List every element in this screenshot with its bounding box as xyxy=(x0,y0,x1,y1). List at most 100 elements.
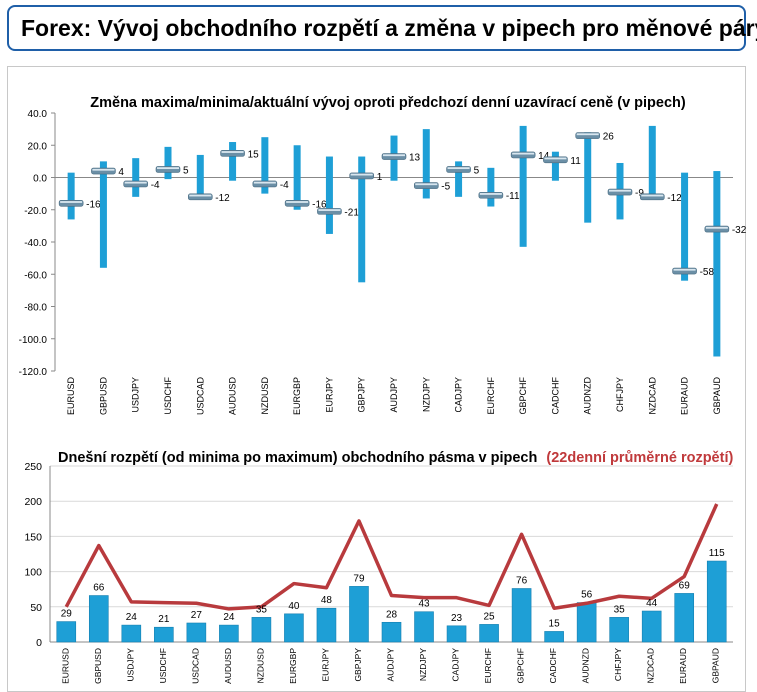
top-category-label: GBPUSD xyxy=(98,377,108,416)
bottom-bar xyxy=(706,560,727,643)
bottom-value-label: 44 xyxy=(646,598,658,609)
top-category-label: GBPJPY xyxy=(357,377,367,413)
top-category-label: AUDJPY xyxy=(389,377,399,413)
bottom-y-tick-label: 250 xyxy=(24,461,42,473)
bottom-value-label: 76 xyxy=(516,575,528,586)
bottom-category-label: NZDUSD xyxy=(255,648,265,683)
top-y-tick-label: 20.0 xyxy=(28,141,48,152)
bottom-category-label: USDCHF xyxy=(158,648,168,683)
top-current-marker-highlight xyxy=(479,193,502,195)
bottom-bar xyxy=(186,622,207,643)
bottom-y-tick-label: 0 xyxy=(36,637,42,649)
top-y-tick-label: -60.0 xyxy=(24,270,47,281)
bottom-bar xyxy=(219,624,239,643)
bottom-value-label: 28 xyxy=(386,609,398,620)
top-category-label: USDCAD xyxy=(195,377,205,416)
top-chart-title: Změna maxima/minima/aktuální vývoj oprot… xyxy=(90,95,686,111)
top-current-marker-highlight xyxy=(221,151,244,153)
top-value-label: -4 xyxy=(280,180,289,191)
top-category-label: USDJPY xyxy=(131,377,141,413)
bottom-bar xyxy=(609,617,629,643)
top-value-label: -32 xyxy=(732,225,747,236)
top-value-label: 1 xyxy=(377,172,383,183)
top-category-label: AUDNZD xyxy=(583,377,593,415)
top-value-label: 15 xyxy=(248,149,260,160)
bottom-bar xyxy=(479,624,499,643)
bottom-category-label: GBPCHF xyxy=(516,648,526,683)
bottom-bar xyxy=(88,595,109,643)
top-current-marker-highlight xyxy=(609,189,631,192)
bottom-category-label: CADCHF xyxy=(548,648,558,683)
top-value-label: -5 xyxy=(441,182,450,193)
top-value-label: 11 xyxy=(570,156,581,167)
top-y-tick-label: -100.0 xyxy=(19,335,48,346)
top-value-label: 5 xyxy=(474,165,480,176)
top-chart: 40.0 20.0 0.0 -20.0 -40.0 -60.0 -80.0 -100.0 -12… xyxy=(19,109,747,415)
bottom-value-label: 43 xyxy=(418,599,430,610)
bottom-chart-title-main: Dnešní rozpětí (od minima po maximum) ob… xyxy=(58,450,537,466)
top-current-marker-highlight xyxy=(60,201,83,203)
top-category-label: NZDJPY xyxy=(421,377,431,412)
top-current-marker-highlight xyxy=(318,209,341,211)
top-category-label: CHFJPY xyxy=(615,377,625,412)
bottom-bar xyxy=(56,621,77,643)
top-value-label: -9 xyxy=(635,188,644,199)
bottom-bar xyxy=(544,631,564,643)
top-category-label: EURCHF xyxy=(486,376,496,414)
top-current-marker-highlight xyxy=(157,167,179,170)
bottom-category-label: NZDJPY xyxy=(418,648,428,681)
bottom-category-label: GBPAUD xyxy=(711,648,721,683)
bottom-y-tick-label: 50 xyxy=(30,602,42,614)
bottom-category-label: USDJPY xyxy=(125,648,135,682)
top-category-label: EURGBP xyxy=(292,377,302,415)
bottom-value-label: 56 xyxy=(581,590,593,601)
bottom-value-label: 35 xyxy=(256,604,268,615)
top-current-marker-highlight xyxy=(512,152,535,155)
bottom-category-label: EURUSD xyxy=(60,648,70,684)
top-category-label: CADJPY xyxy=(454,377,464,413)
top-value-label: -16 xyxy=(312,199,327,210)
top-value-label: -12 xyxy=(667,193,682,204)
bottom-y-tick-label: 100 xyxy=(24,567,42,579)
top-range-bar xyxy=(67,172,75,220)
bottom-value-label: 35 xyxy=(614,604,626,615)
bottom-value-label: 24 xyxy=(126,612,138,623)
top-value-label: 26 xyxy=(603,132,615,143)
top-current-marker-highlight xyxy=(641,194,664,197)
top-current-marker-highlight xyxy=(705,226,728,229)
top-category-label: USDCHF xyxy=(163,376,173,414)
bottom-y-tick-label: 150 xyxy=(24,531,42,543)
top-range-bar xyxy=(713,171,721,357)
top-y-tick-label: 0.0 xyxy=(33,174,47,185)
top-category-label: NZDUSD xyxy=(260,377,270,415)
top-category-label: EURJPY xyxy=(324,377,334,413)
top-y-tick-label: -120.0 xyxy=(19,367,48,378)
top-value-label: -21 xyxy=(344,207,359,218)
bottom-category-label: USDCAD xyxy=(190,648,200,684)
bottom-category-label: EURCHF xyxy=(483,648,493,683)
bottom-value-label: 21 xyxy=(158,614,170,625)
top-category-label: CADCHF xyxy=(550,376,560,414)
bottom-category-label: AUDNZD xyxy=(581,648,591,683)
top-value-label: 4 xyxy=(118,167,124,178)
top-current-marker-highlight xyxy=(124,181,147,184)
top-range-bar xyxy=(584,132,592,223)
top-current-marker-highlight xyxy=(415,183,438,186)
top-range-bar xyxy=(99,161,107,268)
top-category-label: EURAUD xyxy=(680,377,690,416)
bottom-average-line xyxy=(64,503,719,611)
bottom-value-label: 15 xyxy=(549,618,561,629)
top-value-label: -12 xyxy=(215,193,230,204)
bottom-category-label: AUDUSD xyxy=(223,648,233,684)
top-current-marker-highlight xyxy=(92,168,115,171)
top-category-label: NZDCAD xyxy=(647,377,657,415)
top-value-label: -11 xyxy=(506,191,520,202)
bottom-value-label: 23 xyxy=(451,613,463,624)
header-box: Forex: Vývoj obchodního rozpětí a změna … xyxy=(7,5,757,51)
bottom-bar xyxy=(576,602,597,643)
bottom-value-label: 25 xyxy=(484,611,496,622)
top-category-label: EURUSD xyxy=(66,377,76,416)
bottom-value-label: 79 xyxy=(353,573,365,584)
top-category-label: GBPAUD xyxy=(712,377,722,415)
